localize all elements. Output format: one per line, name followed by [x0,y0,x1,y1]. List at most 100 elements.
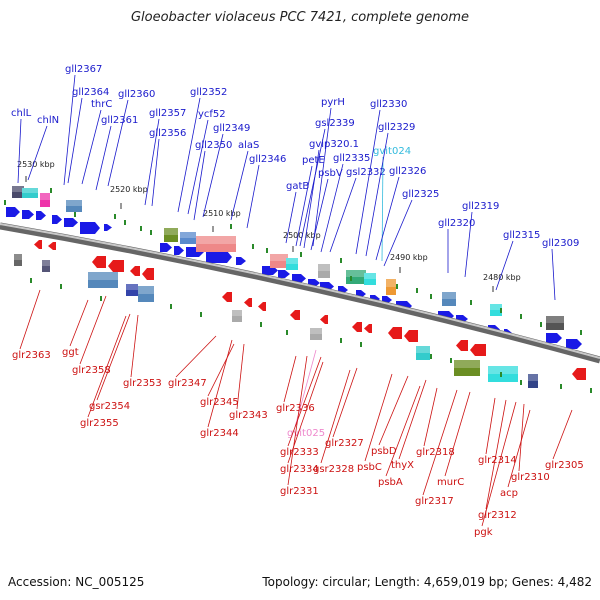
gene-block-sheen [164,228,178,235]
top-label-leader [329,177,357,253]
bottom-gene-label: glr2343 [229,410,268,421]
gene-block [88,272,118,288]
gene-block-sheen [270,254,288,261]
top-gene-label: gll2364 [72,87,109,98]
tick-mark [520,380,522,385]
backbone-layer [0,222,600,364]
gene-block-sheen [180,232,196,238]
bottom-label-leader [378,375,409,446]
tick-mark [266,248,268,253]
gene-block-sheen [318,264,330,271]
top-gene-label: psbV [318,168,343,179]
gene-block-sheen [12,186,24,192]
bottom-gene-label: thyX [391,460,414,471]
forward-gene-arrow [206,251,232,263]
gene-block-sheen [196,236,236,244]
tick-mark [150,230,152,235]
top-gene-label: chlL [11,108,32,119]
bottom-label-leader [287,356,322,447]
gene-block [40,193,50,207]
top-label-leader [81,109,102,185]
bottom-gene-label: glr2317 [415,496,454,507]
gene-block-sheen [488,366,518,374]
gene-block [270,254,288,268]
tick-mark [350,276,352,281]
gene-block-sheen [442,292,456,299]
gene-block-fill [196,236,236,252]
gene-block [286,258,298,270]
gene-block [546,316,564,330]
gene-block-sheen [232,310,242,316]
gene-block [14,254,22,266]
forward-gene-arrow [80,222,100,234]
gene-block-fill [14,254,22,266]
gene-block-fill [180,232,196,244]
top-gene-label: gll2325 [402,189,439,200]
bottom-gene-label: psbC [357,462,382,473]
gene-block-fill [88,272,118,288]
scale-label: 2480 kbp [483,273,521,282]
bottom-gene-label: psbD [371,446,397,457]
tick-mark [50,188,52,193]
bottom-label-leader [485,399,507,510]
top-gene-label: gll2309 [542,238,579,249]
gene-block-fill [232,310,242,322]
reverse-gene-arrow [142,268,154,280]
gene-block-fill [528,374,538,388]
top-gene-label: gll2315 [503,230,540,241]
reverse-gene-arrow [364,324,372,333]
top-label-leader [63,74,76,186]
bottom-label-leader [69,299,89,347]
bottom-label-leader [320,369,351,464]
reverse-gene-arrow [258,302,266,311]
top-gene-label: gatB [286,181,309,192]
gene-block [196,236,236,252]
top-gene-label: gll2326 [389,166,426,177]
gene-block [310,328,322,340]
bottom-label-leader [79,295,107,365]
gene-block [386,279,396,295]
bottom-label-leader [385,385,421,477]
top-gene-label: chlN [37,115,59,126]
reverse-gene-arrow [404,330,418,342]
gene-block [416,346,430,360]
bottom-label-leader [207,343,235,397]
gene-block-sheen [138,286,154,294]
bottom-gene-label: glr2347 [168,378,207,389]
gene-block-fill [488,366,518,382]
top-label-leader [285,191,297,244]
bottom-gene-label: glr2310 [511,472,550,483]
top-label-leader [375,176,400,261]
bottom-label-leader [96,313,131,401]
tick-mark [430,294,432,299]
gene-block-fill [270,254,288,268]
reverse-gene-arrow [108,260,124,272]
bottom-label-leader [444,391,471,477]
top-gene-label: alaS [238,140,259,151]
bottom-gene-label: glr2331 [280,486,319,497]
tick-mark [60,284,62,289]
bottom-label-leader [423,387,438,447]
top-gene-label: petE [302,155,325,166]
bottom-label-leader [287,355,308,486]
gene-block-fill [546,316,564,330]
bottom-gene-label: murC [437,477,464,488]
scale-label: 2510 kbp [203,209,241,218]
tick-mark [416,288,418,293]
top-gene-label: gsl2332 [346,167,386,178]
tick-mark [300,252,302,257]
top-label-leader [295,165,313,247]
reverse-gene-arrow [48,242,56,250]
gene-block [66,200,82,212]
gene-block-fill [164,228,178,242]
top-label-leader [381,156,384,262]
top-label-leader [177,97,201,213]
forward-gene-arrow [6,207,20,217]
tick-mark [252,244,254,249]
gene-block-sheen [88,272,118,280]
tick-mark [520,314,522,319]
top-label-leader [355,109,381,255]
tick-mark [124,220,126,225]
top-gene-label: gll2360 [118,89,155,100]
